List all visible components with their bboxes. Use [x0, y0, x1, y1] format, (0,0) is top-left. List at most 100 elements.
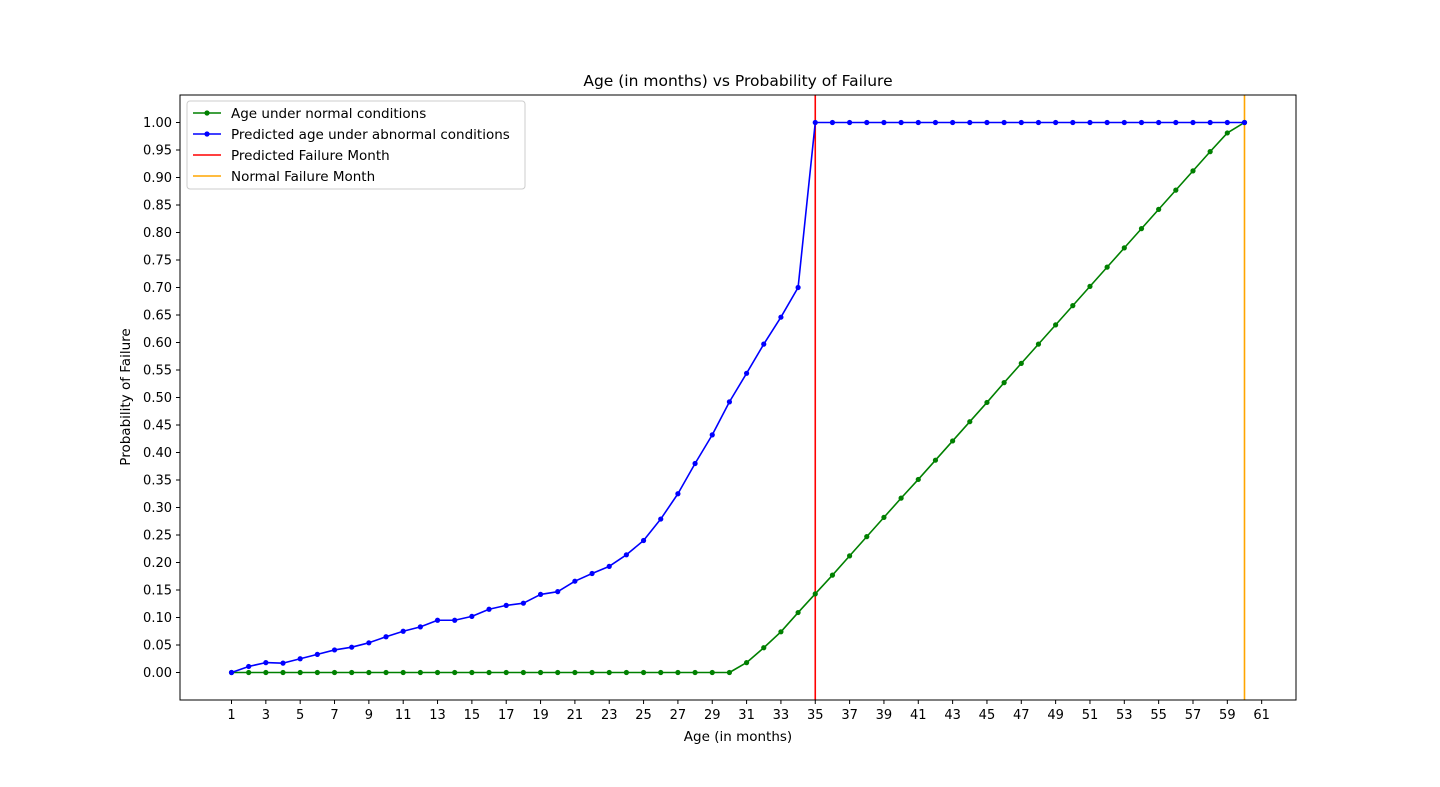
- data-point: [503, 602, 509, 609]
- data-point: [297, 669, 303, 676]
- data-point: [349, 669, 355, 676]
- data-point: [331, 647, 338, 653]
- data-point: [331, 669, 338, 676]
- data-point: [984, 119, 990, 126]
- y-tick-label: 0.20: [143, 556, 172, 571]
- data-point: [1121, 119, 1127, 126]
- x-tick-label: 23: [601, 708, 618, 723]
- data-point: [864, 119, 870, 126]
- data-point: [349, 644, 355, 650]
- data-point: [658, 669, 664, 676]
- data-point: [675, 491, 681, 497]
- data-point: [263, 660, 269, 666]
- data-point: [1087, 119, 1093, 126]
- y-tick-label: 0.70: [143, 281, 172, 296]
- data-point: [1053, 119, 1059, 126]
- data-point: [640, 537, 647, 544]
- data-point: [400, 628, 406, 634]
- data-point: [743, 370, 750, 376]
- data-point: [675, 669, 681, 676]
- data-point: [1001, 380, 1007, 386]
- x-tick-label: 19: [532, 708, 549, 723]
- x-tick-label: 1: [227, 708, 235, 723]
- data-point: [246, 663, 252, 670]
- data-point: [452, 669, 458, 676]
- y-tick-label: 0.90: [143, 171, 172, 186]
- data-point: [589, 570, 595, 577]
- data-point: [1138, 226, 1145, 232]
- data-point: [726, 399, 733, 405]
- data-point: [1224, 119, 1230, 126]
- data-point: [297, 656, 303, 662]
- plot-area: [180, 95, 1296, 700]
- data-point: [228, 669, 235, 676]
- data-point: [366, 640, 372, 646]
- data-point: [984, 399, 990, 406]
- data-point: [417, 624, 423, 630]
- data-point: [1053, 322, 1059, 328]
- y-tick-label: 0.40: [143, 446, 172, 461]
- data-point: [246, 669, 252, 676]
- x-tick-label: 39: [876, 708, 893, 723]
- x-tick-label: 51: [1082, 708, 1099, 723]
- x-tick-label: 61: [1253, 708, 1270, 723]
- data-point: [1224, 130, 1230, 136]
- y-tick-label: 0.65: [143, 309, 172, 324]
- x-tick-label: 43: [944, 708, 961, 723]
- x-tick-label: 57: [1185, 708, 1202, 723]
- x-tick-label: 45: [979, 708, 996, 723]
- legend-label: Normal Failure Month: [231, 169, 375, 185]
- legend-label: Age under normal conditions: [231, 106, 426, 122]
- data-point: [709, 669, 715, 676]
- data-point: [950, 438, 956, 444]
- data-point: [572, 578, 578, 584]
- data-point: [537, 669, 544, 676]
- x-tick-label: 21: [567, 708, 584, 723]
- x-tick-label: 35: [807, 708, 824, 723]
- series-line: [231, 121, 1245, 674]
- data-point: [829, 119, 836, 126]
- data-point: [967, 119, 973, 126]
- x-tick-label: 37: [841, 708, 858, 723]
- data-point: [847, 119, 853, 126]
- y-tick-label: 0.60: [143, 336, 172, 351]
- data-point: [280, 669, 286, 676]
- y-tick-label: 0.85: [143, 199, 172, 214]
- data-point: [606, 669, 612, 676]
- data-point: [1138, 119, 1145, 126]
- data-point: [383, 669, 389, 676]
- x-tick-label: 9: [365, 708, 373, 723]
- data-point: [434, 617, 441, 623]
- data-point: [263, 669, 269, 676]
- x-tick-label: 27: [670, 708, 687, 723]
- data-point: [709, 432, 715, 438]
- data-point: [795, 284, 801, 291]
- y-tick-label: 0.55: [143, 364, 172, 379]
- y-tick-label: 1.00: [143, 116, 172, 131]
- data-point: [658, 516, 664, 522]
- series-line: [231, 121, 1245, 674]
- x-tick-label: 29: [704, 708, 721, 723]
- data-point: [1070, 303, 1076, 309]
- x-tick-label: 41: [910, 708, 927, 723]
- data-point: [606, 563, 612, 569]
- y-axis-label: Probability of Failure: [118, 328, 134, 465]
- x-tick-label: 31: [738, 708, 755, 723]
- legend-marker: [204, 131, 210, 137]
- y-tick-label: 0.35: [143, 474, 172, 489]
- y-tick-label: 0.80: [143, 226, 172, 241]
- data-point: [864, 534, 870, 540]
- data-point: [932, 457, 939, 463]
- data-point: [778, 629, 784, 635]
- data-point: [623, 669, 630, 676]
- x-tick-label: 33: [773, 708, 790, 723]
- data-point: [932, 119, 939, 126]
- x-tick-label: 11: [395, 708, 412, 723]
- series-abnormal: [228, 119, 1248, 676]
- data-point: [623, 552, 630, 558]
- y-tick-label: 0.05: [143, 639, 172, 654]
- series-normal: [228, 119, 1248, 676]
- data-point: [692, 669, 698, 676]
- x-tick-label: 55: [1150, 708, 1167, 723]
